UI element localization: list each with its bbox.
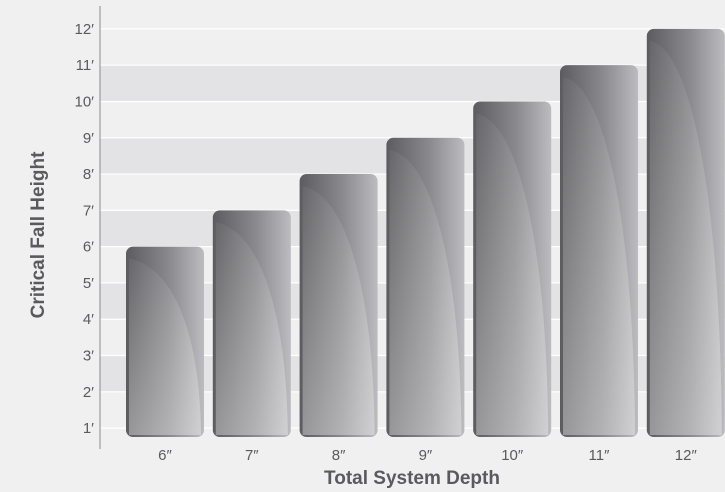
y-axis-title: Critical Fall Height [28, 151, 49, 318]
y-tick-label: 2′ [83, 384, 94, 401]
bar [300, 174, 378, 437]
x-tick-label: 8″ [332, 447, 346, 464]
x-tick-label: 12″ [675, 447, 698, 464]
y-tick-label: 11′ [76, 57, 95, 74]
bar [126, 247, 204, 437]
y-tick-label: 12′ [75, 21, 95, 38]
x-axis-title: Total System Depth [324, 468, 500, 489]
y-tick-label: 3′ [83, 348, 94, 365]
bar [386, 138, 464, 437]
x-tick-labels: 6″ 7″ 8″ 9″ 10″ 11″ 12″ [158, 447, 697, 464]
x-tick-label: 11″ [589, 447, 611, 464]
y-tick-label: 6′ [83, 239, 94, 256]
x-tick-label: 9″ [419, 447, 433, 464]
bar [560, 65, 638, 437]
y-tick-labels: 1′ 2′ 3′ 4′ 5′ 6′ 7′ 8′ 9′ 10′ 11′ 12′ [75, 21, 95, 437]
bar [213, 210, 291, 437]
y-tick-label: 9′ [83, 130, 94, 147]
y-tick-label: 1′ [83, 420, 94, 437]
bar [647, 29, 725, 437]
x-tick-label: 7″ [245, 447, 259, 464]
y-tick-label: 10′ [75, 93, 95, 110]
x-tick-label: 10″ [501, 447, 524, 464]
bar [473, 101, 551, 437]
y-tick-label: 8′ [83, 166, 94, 183]
x-tick-label: 6″ [158, 447, 172, 464]
y-tick-label: 4′ [83, 311, 94, 328]
grid-band [100, 29, 725, 65]
y-tick-label: 7′ [83, 202, 94, 219]
y-tick-label: 5′ [83, 275, 94, 292]
